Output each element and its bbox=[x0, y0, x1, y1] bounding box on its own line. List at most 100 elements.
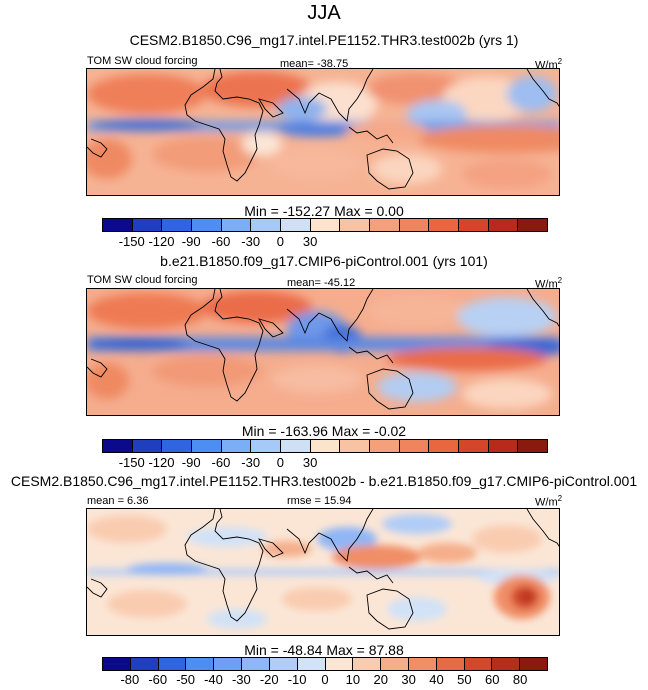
colorbar-swatch bbox=[221, 219, 252, 231]
indonesia-coastline bbox=[348, 566, 394, 584]
field-blob bbox=[521, 592, 533, 602]
arabia-coastline bbox=[258, 538, 284, 558]
colorbar-swatch bbox=[251, 219, 282, 231]
colorbar-swatch bbox=[162, 219, 193, 231]
colorbar-tick-label: -90 bbox=[181, 455, 201, 470]
colorbar-swatch bbox=[214, 658, 243, 670]
panel-3-field-blobs bbox=[87, 514, 559, 629]
colorbar-swatch bbox=[310, 440, 341, 452]
panel-3-units-label: W/m2 bbox=[535, 494, 563, 509]
field-blob bbox=[242, 132, 282, 156]
colorbar-swatch bbox=[459, 219, 489, 231]
field-blob bbox=[367, 295, 467, 327]
field-blob bbox=[87, 569, 559, 575]
colorbar-swatch bbox=[162, 440, 193, 452]
field-blob bbox=[207, 609, 267, 629]
field-blob bbox=[262, 541, 312, 557]
colorbar-tick-label: -40 bbox=[204, 672, 223, 687]
field-blob bbox=[87, 74, 207, 114]
panel-2-units-label: W/m2 bbox=[535, 276, 563, 291]
panel-1-map-svg bbox=[87, 69, 559, 195]
panel-2-case-title: b.e21.B1850.f09_g17.CMIP6-piControl.001 … bbox=[160, 253, 488, 269]
panel-3-minmax: Min = -48.84 Max = 87.88 bbox=[244, 642, 404, 658]
field-blob bbox=[87, 337, 559, 351]
colorbar-swatch bbox=[242, 658, 270, 670]
colorbar-swatch bbox=[399, 219, 430, 231]
panel-3-map bbox=[86, 508, 560, 636]
colorbar-swatch bbox=[310, 219, 341, 231]
panel-1-minmax: Min = -152.27 Max = 0.00 bbox=[244, 203, 404, 219]
colorbar-swatch bbox=[370, 219, 400, 231]
colorbar-tick-label: -60 bbox=[211, 455, 231, 470]
panel-1-mean-label: mean= -38.75 bbox=[280, 58, 349, 70]
field-blob bbox=[377, 372, 457, 402]
colorbar-tick-label: -60 bbox=[211, 234, 231, 249]
australia-coastline bbox=[366, 368, 414, 410]
field-blob bbox=[152, 136, 262, 172]
field-blob bbox=[152, 355, 262, 387]
colorbar-swatch bbox=[353, 658, 382, 670]
colorbar-tick-label: 80 bbox=[512, 672, 528, 687]
field-blob bbox=[127, 563, 207, 575]
panel-2-minmax: Min = -163.96 Max = -0.02 bbox=[241, 423, 407, 439]
colorbar-swatch bbox=[103, 658, 131, 670]
colorbar-swatch bbox=[340, 440, 371, 452]
field-blob bbox=[382, 514, 452, 534]
panel-3-mean-label: mean = 6.36 bbox=[87, 495, 149, 507]
colorbar-tick-label: -60 bbox=[148, 672, 168, 687]
colorbar-swatch bbox=[488, 219, 519, 231]
asia-coastline bbox=[286, 509, 374, 562]
colorbar-swatch bbox=[464, 658, 493, 670]
colorbar-tick-label: 0 bbox=[321, 672, 329, 687]
field-blob bbox=[387, 597, 447, 621]
colorbar-swatch bbox=[221, 440, 252, 452]
colorbar-swatch bbox=[429, 440, 460, 452]
field-blob bbox=[417, 543, 477, 563]
panel-3-map-svg bbox=[87, 509, 559, 635]
field-blob bbox=[367, 73, 467, 105]
colorbar-swatch bbox=[251, 440, 282, 452]
field-blob bbox=[87, 338, 187, 350]
colorbar-swatch bbox=[492, 658, 521, 670]
colorbar-tick-label: -10 bbox=[287, 672, 307, 687]
australia-coastline bbox=[366, 148, 414, 190]
panel-3-colorbar bbox=[102, 657, 548, 671]
colorbar-swatch bbox=[429, 219, 460, 231]
panel-2-coastlines bbox=[87, 289, 559, 410]
field-blob bbox=[507, 76, 557, 112]
panel-1-coastlines bbox=[87, 69, 559, 190]
arabia-coastline bbox=[258, 98, 284, 118]
south-america-east-coastline bbox=[87, 138, 108, 158]
colorbar-tick-label: -150 bbox=[118, 455, 145, 470]
field-blob bbox=[462, 379, 552, 409]
americas-west-coastline bbox=[526, 69, 559, 107]
field-blob bbox=[87, 515, 167, 543]
colorbar-swatch bbox=[399, 440, 430, 452]
colorbar-tick-label: -120 bbox=[148, 455, 175, 470]
colorbar-swatch bbox=[518, 440, 548, 452]
panel-1-colorbar bbox=[102, 218, 548, 232]
colorbar-tick-label: 20 bbox=[373, 672, 388, 687]
colorbar-swatch bbox=[132, 219, 163, 231]
colorbar-tick-label: 40 bbox=[429, 672, 444, 687]
field-blob bbox=[472, 525, 542, 553]
colorbar-swatch bbox=[520, 658, 547, 670]
colorbar-swatch bbox=[370, 440, 400, 452]
field-blob bbox=[347, 121, 427, 141]
panel-3-case-title: CESM2.B1850.C96_mg17.intel.PE1152.THR3.t… bbox=[10, 473, 638, 489]
arabia-coastline bbox=[258, 318, 284, 338]
panel-1-case-title: CESM2.B1850.C96_mg17.intel.PE1152.THR3.t… bbox=[129, 32, 519, 48]
colorbar-swatch bbox=[297, 658, 326, 670]
colorbar-tick-label: 0 bbox=[276, 455, 285, 470]
colorbar-swatch bbox=[186, 658, 215, 670]
colorbar-swatch bbox=[132, 440, 163, 452]
colorbar-tick-label: -30 bbox=[241, 455, 261, 470]
colorbar-tick-label: -30 bbox=[231, 672, 251, 687]
colorbar-swatch bbox=[130, 658, 159, 670]
field-blob bbox=[272, 365, 362, 393]
africa-coastline bbox=[184, 289, 264, 402]
colorbar-tick-label: 50 bbox=[457, 672, 472, 687]
panel-2-map-svg bbox=[87, 289, 559, 415]
field-blob bbox=[87, 293, 207, 329]
colorbar-swatch bbox=[408, 658, 437, 670]
